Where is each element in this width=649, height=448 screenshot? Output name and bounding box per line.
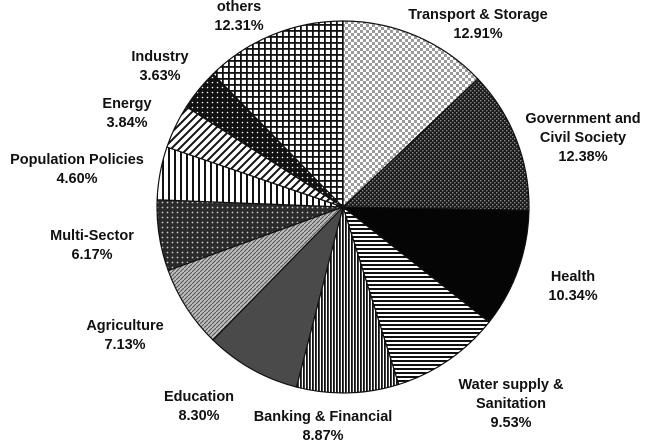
slice-label-education: Education 8.30% bbox=[164, 389, 234, 424]
slice-label-water-supply-sanitation: Water supply & Sanitation 9.53% bbox=[458, 377, 564, 431]
pie-slices bbox=[156, 20, 530, 394]
slice-label-agriculture: Agriculture 7.13% bbox=[86, 318, 163, 353]
pie-slice-water-supply-sanitation bbox=[341, 205, 490, 386]
pie-labels: Transport & Storage 12.91% Government and C… bbox=[10, 0, 640, 444]
slice-label-government-and-civil-society: Government and Civil Society 12.38% bbox=[525, 111, 640, 165]
slice-label-population-policies: Population Policies 4.60% bbox=[10, 152, 144, 187]
pie-slice-transport-storage bbox=[342, 20, 479, 209]
slice-label-transport-storage: Transport & Storage 12.91% bbox=[408, 7, 547, 42]
pie-slice-banking-financial bbox=[295, 204, 400, 394]
slice-label-banking-financial: Banking & Financial 8.87% bbox=[254, 409, 393, 444]
pie-slice-government-and-civil-society bbox=[341, 78, 530, 211]
slice-label-health: Health 10.34% bbox=[548, 269, 597, 304]
slice-label-industry: Industry 3.63% bbox=[131, 49, 188, 84]
pie-slice-others bbox=[212, 20, 344, 209]
slice-label-energy: Energy 3.84% bbox=[102, 96, 151, 131]
pie-slice-education bbox=[212, 204, 345, 388]
slice-label-others: others 12.31% bbox=[214, 0, 263, 34]
pie-slice-health bbox=[341, 206, 530, 324]
slice-label-multi-sector: Multi-Sector 6.17% bbox=[50, 228, 134, 263]
